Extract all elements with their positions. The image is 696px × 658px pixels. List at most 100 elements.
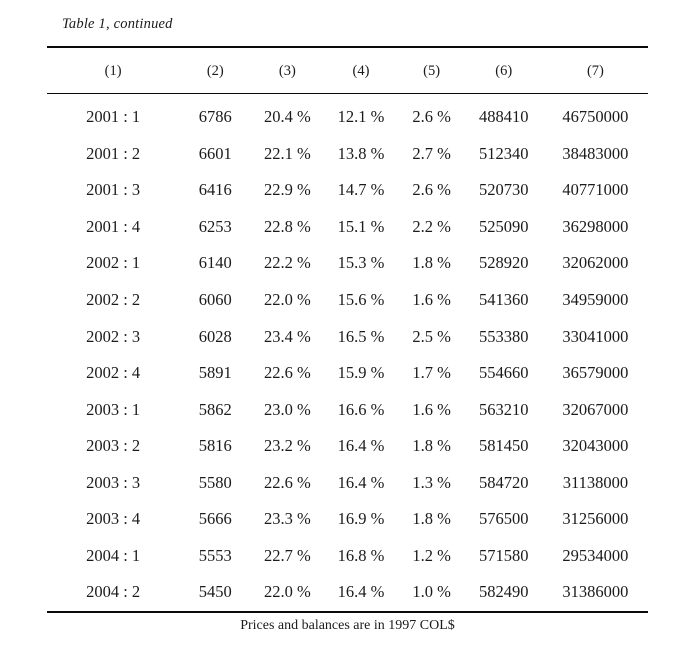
table-cell: 1.0 % (412, 582, 451, 602)
table-cell: 22.7 % (264, 545, 311, 565)
table-row: 2004 : 2 5450 22.0 % 16.4 % 1.0 % 582490 31386… (47, 574, 648, 612)
table-cell: 15.3 % (337, 253, 385, 273)
table-cell: 5891 (198, 363, 232, 383)
table-cell: 2003 : 1 (86, 399, 141, 419)
table-cell: 571580 (478, 545, 529, 565)
table-cell: 38483000 (562, 143, 629, 163)
table-cell: 6786 (198, 107, 232, 127)
table-cell: 1.7 % (412, 363, 451, 383)
table-cell: 23.2 % (264, 436, 311, 456)
table-cell: 2004 : 1 (86, 545, 141, 565)
table-cell: 22.8 % (264, 216, 311, 236)
table-cell: 33041000 (562, 326, 629, 346)
table-cell: 22.6 % (264, 363, 311, 383)
table-cell: 2003 : 2 (86, 436, 141, 456)
table-row: 2002 : 2 6060 22.0 % 15.6 % 1.6 % 541360 34959… (47, 282, 648, 319)
table-cell: 2003 : 3 (86, 472, 141, 492)
data-table: (1) (2) (3) (4) (5) (6) (7) 2001 : 1 6786 20.4 %… (47, 46, 648, 613)
table-cell: 1.2 % (412, 545, 451, 565)
table-block: (1) (2) (3) (4) (5) (6) (7) 2001 : 1 6786 20.4 %… (47, 46, 648, 634)
table-row: 2001 : 2 6601 22.1 % 13.8 % 2.7 % 512340 38483… (47, 136, 648, 173)
table-cell: 22.9 % (264, 180, 311, 200)
table-cell: 525090 (478, 216, 529, 236)
table-row: 2001 : 3 6416 22.9 % 14.7 % 2.6 % 520730 40771… (47, 172, 648, 209)
table-caption: Table 1, continued (62, 16, 173, 32)
table-row: 2004 : 1 5553 22.7 % 16.8 % 1.2 % 571580 29534… (47, 538, 648, 575)
table-cell: 32062000 (562, 253, 629, 273)
table-cell: 1.3 % (412, 472, 451, 492)
table-head: (1) (2) (3) (4) (5) (6) (7) (47, 47, 648, 94)
table-cell: 5553 (198, 545, 232, 565)
column-header: (3) (251, 47, 324, 94)
table-cell: 2002 : 1 (86, 253, 141, 273)
table-cell: 13.8 % (337, 143, 385, 163)
table-cell: 541360 (478, 290, 529, 309)
table-cell: 2.5 % (412, 326, 451, 346)
table-cell: 22.6 % (264, 472, 311, 492)
table-row: 2001 : 4 6253 22.8 % 15.1 % 2.2 % 525090 36298… (47, 209, 648, 246)
table-cell: 553380 (478, 326, 529, 346)
table-cell: 22.1 % (264, 143, 311, 163)
table-cell: 2001 : 3 (86, 180, 141, 200)
table-cell: 6028 (198, 326, 232, 346)
table-cell: 5580 (198, 472, 232, 492)
table-cell: 22.0 % (264, 290, 311, 309)
table-cell: 16.9 % (337, 509, 385, 529)
table-cell: 6416 (198, 180, 232, 200)
table-cell: 16.8 % (337, 545, 385, 565)
table-cell: 488410 (478, 107, 529, 127)
column-header: (4) (323, 47, 399, 94)
table-cell: 20.4 % (264, 107, 311, 127)
table-row: 2001 : 1 6786 20.4 % 12.1 % 2.6 % 488410 46750… (47, 94, 648, 136)
table-cell: 2004 : 2 (86, 582, 141, 602)
table-cell: 31386000 (562, 582, 629, 602)
table-cell: 16.4 % (337, 582, 385, 602)
table-cell: 2.7 % (412, 143, 451, 163)
table-cell: 584720 (478, 472, 529, 492)
table-cell: 6601 (198, 143, 232, 163)
table-cell: 15.9 % (337, 363, 385, 383)
table-cell: 23.3 % (264, 509, 311, 529)
table-cell: 31138000 (562, 472, 629, 492)
column-header: (5) (398, 47, 465, 94)
table-row: 2003 : 3 5580 22.6 % 16.4 % 1.3 % 584720 31138… (47, 464, 648, 501)
table-cell: 16.4 % (337, 436, 385, 456)
table-cell: 32067000 (562, 399, 629, 419)
table-cell: 2002 : 2 (86, 290, 141, 309)
table-row: 2003 : 4 5666 23.3 % 16.9 % 1.8 % 576500 31256… (47, 501, 648, 538)
table-body: 2001 : 1 6786 20.4 % 12.1 % 2.6 % 488410 46750… (47, 94, 648, 612)
table-cell: 2001 : 4 (86, 216, 141, 236)
table-cell: 1.8 % (412, 253, 451, 273)
table-cell: 2002 : 3 (86, 326, 141, 346)
table-cell: 2001 : 2 (86, 143, 141, 163)
table-cell: 15.6 % (337, 290, 385, 309)
table-cell: 528920 (478, 253, 529, 273)
table-cell: 520730 (478, 180, 529, 200)
table-cell: 34959000 (562, 290, 629, 309)
table-cell: 582490 (478, 582, 529, 602)
table-cell: 23.0 % (264, 399, 311, 419)
column-header: (7) (542, 47, 648, 94)
table-cell: 2.2 % (412, 216, 451, 236)
table-row: 2003 : 2 5816 23.2 % 16.4 % 1.8 % 581450 32043… (47, 428, 648, 465)
table-cell: 15.1 % (337, 216, 385, 236)
table-row: 2002 : 1 6140 22.2 % 15.3 % 1.8 % 528920 32062… (47, 245, 648, 282)
table-cell: 2003 : 4 (86, 509, 141, 529)
table-cell: 2.6 % (412, 107, 451, 127)
table-cell: 23.4 % (264, 326, 311, 346)
table-cell: 554660 (478, 363, 529, 383)
table-cell: 16.4 % (337, 472, 385, 492)
table-cell: 2001 : 1 (86, 107, 141, 127)
table-cell: 5862 (198, 399, 232, 419)
table-row: 2002 : 3 6028 23.4 % 16.5 % 2.5 % 553380 33041… (47, 318, 648, 355)
table-row: 2002 : 4 5891 22.6 % 15.9 % 1.7 % 554660 36579… (47, 355, 648, 392)
table-cell: 29534000 (562, 545, 629, 565)
column-header: (6) (464, 47, 543, 94)
table-cell: 1.6 % (412, 290, 451, 309)
table-head-row: (1) (2) (3) (4) (5) (6) (7) (47, 47, 648, 94)
table-cell: 22.2 % (264, 253, 311, 273)
table-cell: 581450 (478, 436, 529, 456)
table-cell: 32043000 (562, 436, 629, 456)
table-cell: 2.6 % (412, 180, 451, 200)
table-cell: 16.6 % (337, 399, 385, 419)
